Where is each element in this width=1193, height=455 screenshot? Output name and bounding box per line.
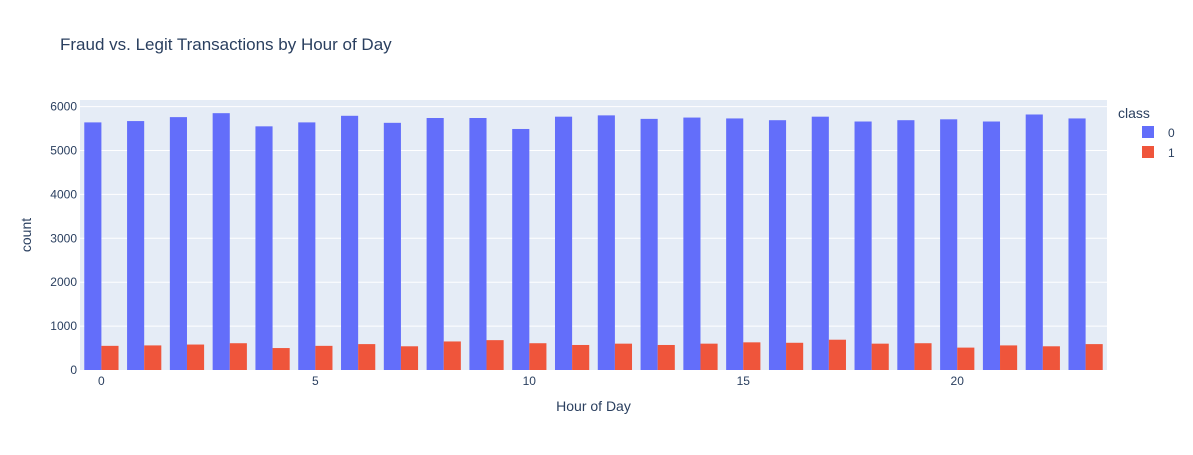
y-tick-label: 4000 bbox=[50, 187, 77, 201]
bar-class-0[interactable] bbox=[640, 118, 658, 370]
y-axis-title: count bbox=[18, 218, 34, 252]
bar-class-1[interactable] bbox=[358, 344, 376, 370]
bar-class-1[interactable] bbox=[786, 342, 804, 370]
bar-class-1[interactable] bbox=[572, 344, 590, 370]
bar-class-1[interactable] bbox=[871, 343, 889, 370]
bar-class-0[interactable] bbox=[127, 121, 145, 370]
bar-class-0[interactable] bbox=[768, 120, 787, 370]
gridlines bbox=[80, 106, 1107, 327]
bar-class-1[interactable] bbox=[272, 348, 290, 370]
bar-class-1[interactable] bbox=[1085, 344, 1103, 370]
y-tick-label: 6000 bbox=[50, 100, 77, 114]
bar-class-0[interactable] bbox=[341, 115, 359, 370]
bar-class-1[interactable] bbox=[101, 345, 119, 370]
bar-class-0[interactable] bbox=[554, 116, 573, 371]
x-tick-label: 10 bbox=[523, 374, 537, 388]
bar-class-0[interactable] bbox=[597, 115, 615, 371]
bar-class-0[interactable] bbox=[1025, 114, 1043, 371]
bar-class-0[interactable] bbox=[383, 122, 401, 370]
bar-class-1[interactable] bbox=[657, 344, 675, 370]
plot-background bbox=[80, 100, 1107, 370]
bar-class-1[interactable] bbox=[144, 345, 162, 370]
bar-class-0[interactable] bbox=[298, 122, 316, 370]
bar-class-1[interactable] bbox=[1042, 346, 1060, 370]
bar-class-1[interactable] bbox=[186, 344, 205, 370]
bar-class-0[interactable] bbox=[169, 117, 187, 371]
bar-class-0[interactable] bbox=[854, 121, 872, 370]
y-tick-label: 2000 bbox=[50, 275, 77, 289]
bar-class-1[interactable] bbox=[743, 342, 761, 370]
bar-class-1[interactable] bbox=[914, 343, 932, 370]
bar-class-0[interactable] bbox=[255, 126, 273, 370]
x-axis-title: Hour of Day bbox=[556, 398, 631, 414]
bar-class-0[interactable] bbox=[726, 118, 744, 370]
bar-class-1[interactable] bbox=[957, 347, 975, 370]
bar-class-1[interactable] bbox=[529, 343, 547, 370]
x-tick-labels: 0 5 10 15 20 bbox=[98, 374, 964, 388]
bars[interactable] bbox=[84, 113, 1103, 371]
bar-class-1[interactable] bbox=[443, 341, 461, 370]
x-tick-label: 5 bbox=[312, 374, 319, 388]
legend-swatch bbox=[1142, 126, 1154, 138]
y-tick-label: 5000 bbox=[50, 143, 77, 157]
legend-label[interactable]: 0 bbox=[1168, 126, 1175, 140]
chart-title: Fraud vs. Legit Transactions by Hour of … bbox=[60, 35, 392, 54]
bar-class-0[interactable] bbox=[1068, 118, 1086, 370]
bar-class-1[interactable] bbox=[315, 345, 333, 370]
bar-class-0[interactable] bbox=[811, 116, 829, 371]
bar-class-0[interactable] bbox=[212, 113, 230, 371]
bar-class-1[interactable] bbox=[828, 339, 846, 370]
y-tick-labels: 0 1000 2000 3000 4000 5000 6000 bbox=[50, 100, 77, 377]
x-tick-label: 0 bbox=[98, 374, 105, 388]
y-tick-label: 1000 bbox=[50, 319, 77, 333]
x-tick-label: 15 bbox=[737, 374, 751, 388]
bar-class-1[interactable] bbox=[614, 343, 633, 370]
bar-class-0[interactable] bbox=[940, 119, 958, 370]
x-tick-label: 20 bbox=[951, 374, 965, 388]
bar-class-1[interactable] bbox=[229, 343, 247, 370]
bar-class-1[interactable] bbox=[486, 340, 504, 370]
bar-class-0[interactable] bbox=[469, 118, 487, 370]
bar-class-0[interactable] bbox=[982, 121, 1001, 370]
bar-class-0[interactable] bbox=[683, 117, 701, 370]
bar-class-1[interactable] bbox=[700, 343, 718, 370]
bar-class-0[interactable] bbox=[897, 120, 915, 370]
legend-title: class bbox=[1118, 105, 1150, 121]
y-tick-label: 0 bbox=[70, 363, 77, 377]
legend[interactable]: class 0 1 bbox=[1118, 105, 1175, 160]
bar-class-1[interactable] bbox=[400, 346, 419, 370]
bar-class-0[interactable] bbox=[84, 122, 102, 370]
legend-label[interactable]: 1 bbox=[1168, 146, 1175, 160]
y-tick-label: 3000 bbox=[50, 231, 77, 245]
bar-class-0[interactable] bbox=[512, 128, 530, 370]
bar-class-0[interactable] bbox=[426, 118, 444, 370]
bar-class-1[interactable] bbox=[1000, 345, 1018, 370]
legend-swatch bbox=[1142, 146, 1154, 158]
